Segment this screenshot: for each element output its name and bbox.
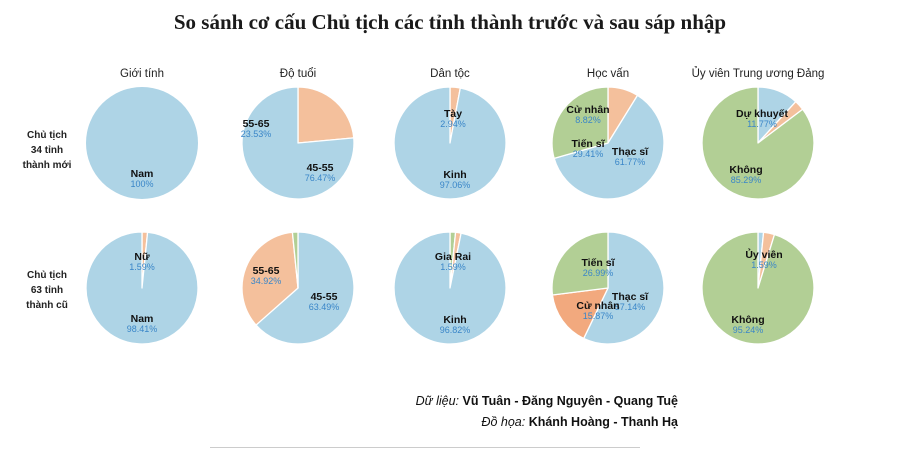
slice-value-label: 98.41% — [127, 324, 158, 334]
data-credit: Dữ liệu: Vũ Tuân - Đăng Nguyên - Quang T… — [416, 391, 678, 412]
slice-value-label: 15.87% — [583, 311, 614, 321]
pie-slice — [551, 287, 609, 340]
column-header-age: Độ tuổi — [279, 68, 317, 80]
slice-value-label: 76.47% — [305, 173, 336, 183]
slice-label: Gia Rai — [435, 251, 471, 263]
slice-value-label: 29.41% — [573, 149, 604, 159]
row-label-new-provinces: Chủ tịch 34 tỉnh thành mới — [6, 128, 88, 173]
column-header-ethnicity: Dân tộc — [430, 68, 470, 80]
slice-label: Nữ — [134, 251, 150, 263]
row-label-line: Chủ tịch — [27, 270, 67, 281]
pie-slice — [241, 86, 355, 200]
column-header-gender: Giới tính — [120, 68, 164, 80]
row-label-line: 63 tỉnh — [30, 285, 64, 296]
slice-label: Tiến sĩ — [581, 257, 615, 269]
column-header-education: Học vấn — [586, 68, 630, 80]
slice-label: Cử nhân — [566, 104, 609, 116]
pie-slice — [701, 86, 815, 200]
pie-slice — [551, 86, 609, 159]
row-label-line: Chủ tịch — [27, 130, 67, 141]
slice-label: Cử nhân — [576, 300, 619, 312]
pie-slice — [701, 231, 815, 345]
pie-slice — [393, 231, 507, 345]
slice-value-label: 85.29% — [731, 175, 762, 185]
slice-value-label: 1.59% — [751, 260, 777, 270]
slice-value-label: 8.82% — [575, 115, 601, 125]
slice-label: Kinh — [443, 314, 466, 326]
pie-slice — [241, 231, 299, 326]
graphic-credit: Đồ họa: Khánh Hoàng - Thanh Hạ — [416, 412, 678, 433]
column-header-central-committee: Ủy viên Trung ương Đảng — [691, 68, 825, 80]
slice-value-label: 11.77% — [747, 119, 777, 129]
pie-slice — [583, 231, 665, 345]
slice-label: 55-65 — [253, 265, 280, 277]
slice-label: Kinh — [443, 169, 466, 181]
slice-label: Không — [729, 164, 762, 176]
row-label-old-provinces: Chủ tịch 63 tỉnh thành cũ — [6, 268, 88, 313]
slice-value-label: 95.24% — [733, 325, 764, 335]
slice-value-label: 34.92% — [251, 276, 282, 286]
slice-label: Nam — [131, 313, 154, 325]
credits: Dữ liệu: Vũ Tuân - Đăng Nguyên - Quang T… — [416, 391, 678, 433]
slice-value-label: 96.82% — [440, 325, 471, 335]
slice-value-label: 61.77% — [615, 157, 646, 167]
slice-label: Thạc sĩ — [612, 291, 649, 303]
row-label-line: 34 tỉnh — [30, 145, 64, 156]
footer-divider — [210, 447, 640, 448]
slice-label: 55-65 — [243, 118, 270, 130]
graphic-credit-label: Đồ họa: — [481, 415, 526, 429]
slice-label: Tày — [444, 108, 462, 120]
slice-label: Không — [731, 314, 764, 326]
graphic-credit-value: Khánh Hoàng - Thanh Hạ — [528, 415, 678, 429]
data-credit-label: Dữ liệu: — [415, 394, 459, 408]
slice-value-label: 63.49% — [309, 302, 340, 312]
row-label-line: thành mới — [22, 160, 72, 171]
slice-label: Nam — [131, 168, 154, 180]
slice-value-label: 57.14% — [615, 302, 646, 312]
pie-slice — [553, 94, 665, 200]
slice-label: Dự khuyết — [736, 108, 788, 120]
pie-slice — [255, 231, 355, 345]
slice-label: Thạc sĩ — [612, 146, 649, 158]
pie-slice — [291, 231, 299, 289]
data-credit-value: Vũ Tuân - Đăng Nguyên - Quang Tuệ — [462, 394, 678, 408]
slice-value-label: 100% — [130, 179, 153, 189]
pie-slice — [85, 231, 199, 345]
slice-value-label: 23.53% — [241, 129, 272, 139]
chart-title: So sánh cơ cấu Chủ tịch các tỉnh thành t… — [173, 10, 727, 34]
slice-value-label: 1.59% — [129, 262, 155, 272]
slice-label: Tiến sĩ — [571, 138, 605, 150]
slice-value-label: 2.94% — [440, 119, 466, 129]
pie-slice — [297, 86, 355, 144]
pie-slice — [551, 231, 609, 296]
slice-label: 45-55 — [307, 162, 334, 174]
slice-value-label: 97.06% — [440, 180, 471, 190]
row-label-line: thành cũ — [26, 300, 68, 311]
pie-slice — [393, 86, 507, 200]
slice-label: Ủy viên — [745, 248, 782, 261]
slice-value-label: 1.59% — [440, 262, 466, 272]
slice-value-label: 26.99% — [583, 268, 614, 278]
slice-label: 45-55 — [311, 291, 338, 303]
pie-slice — [86, 87, 198, 199]
